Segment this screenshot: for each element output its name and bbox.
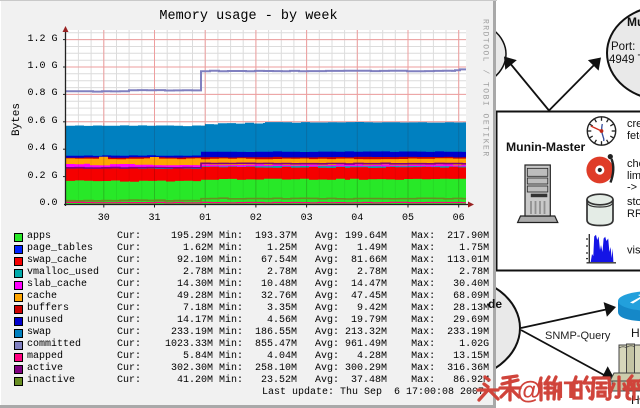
svg-text:Host: Host	[631, 393, 640, 407]
svg-text:Bytes: Bytes	[11, 103, 23, 136]
svg-text:visua: visua	[627, 245, 640, 257]
svg-text:Munin-Master: Munin-Master	[506, 140, 585, 154]
svg-text:Munin-Node: Munin-Node	[627, 15, 640, 29]
svg-text:Host: Host	[631, 326, 640, 340]
svg-text:SNMP-Query: SNMP-Query	[545, 330, 611, 342]
svg-text:limit: limit	[627, 170, 640, 182]
svg-text:store: store	[627, 196, 640, 208]
svg-text:creat: creat	[627, 118, 640, 130]
svg-text:-> al: -> al	[627, 182, 640, 194]
svg-text:Port:: Port:	[611, 41, 635, 53]
svg-text:RRD: RRD	[627, 208, 640, 220]
svg-text:check: check	[627, 158, 640, 170]
svg-text:de: de	[488, 297, 502, 311]
svg-text:RRDTOOL / TOBI OETIKER: RRDTOOL / TOBI OETIKER	[481, 19, 490, 158]
svg-text:@: @	[517, 377, 541, 405]
svg-text:4949 TCP: 4949 TCP	[609, 54, 640, 66]
